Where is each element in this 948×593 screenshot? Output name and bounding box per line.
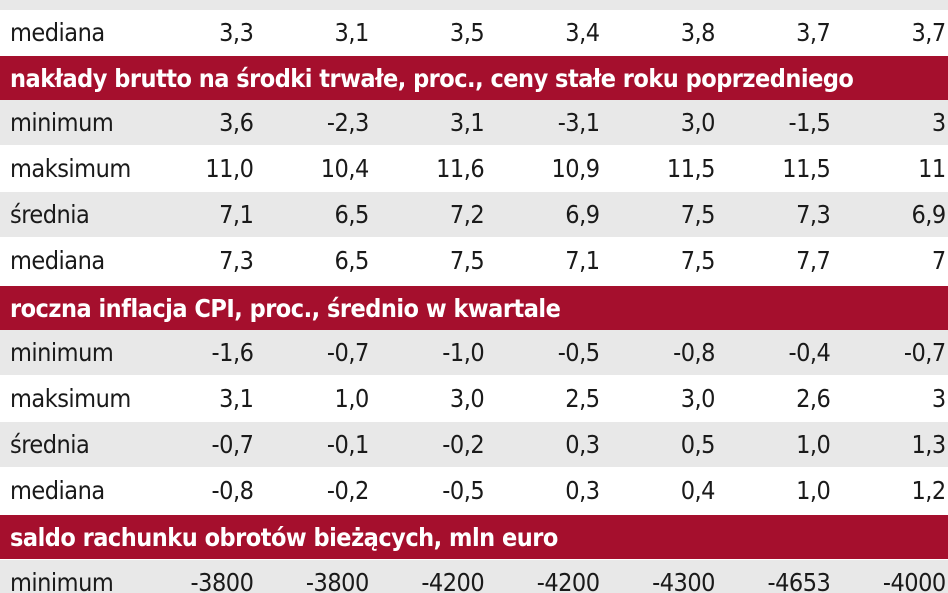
- row-label: minimum: [10, 568, 114, 593]
- cell: -0,7: [903, 338, 946, 367]
- cell: 3,1: [219, 384, 254, 413]
- table-row: minimum -1,6 -0,7 -1,0 -0,5 -0,8 -0,4 -0…: [0, 330, 948, 375]
- cell: 7,3: [219, 246, 254, 275]
- cell: 1,0: [796, 476, 831, 505]
- cell: 1,3: [911, 430, 946, 459]
- row-label: średnia: [10, 430, 90, 459]
- cell: 1,2: [911, 476, 946, 505]
- cell: 7,2: [449, 200, 485, 229]
- cell: -0,2: [442, 430, 485, 459]
- table-row: mediana 3,3 3,1 3,5 3,4 3,8 3,7 3,7: [0, 10, 948, 55]
- cell: 7,1: [565, 246, 600, 275]
- cell: -0,5: [442, 476, 485, 505]
- cell: 3,1: [449, 108, 485, 137]
- cell: 2,5: [565, 384, 600, 413]
- table-row: minimum -3800 -3800 -4200 -4200 -4300 -4…: [0, 560, 948, 593]
- cell: -1,5: [788, 108, 831, 137]
- cell: -0,1: [326, 430, 369, 459]
- cell: -4200: [536, 568, 600, 593]
- cell: 0,5: [680, 430, 716, 459]
- cell: 3,0: [680, 108, 716, 137]
- cell: 7: [931, 246, 946, 275]
- cell: 11,5: [666, 154, 716, 183]
- section-header-current-account: saldo rachunku obrotów bieżących, mln eu…: [0, 515, 948, 559]
- cell: 3,3: [219, 18, 254, 47]
- cell: 11,0: [205, 154, 254, 183]
- cell: -0,7: [211, 430, 254, 459]
- cell: 3: [931, 108, 946, 137]
- cell: 7,3: [796, 200, 831, 229]
- section-header-investment: nakłady brutto na środki trwałe, proc., …: [0, 56, 948, 100]
- cell: -3800: [305, 568, 369, 593]
- row-label: minimum: [10, 338, 114, 367]
- cell: 3,0: [449, 384, 485, 413]
- cell: 3,0: [680, 384, 716, 413]
- cell: 3,4: [565, 18, 600, 47]
- cell: 7,1: [219, 200, 254, 229]
- table-row: minimum 3,6 -2,3 3,1 -3,1 3,0 -1,5 3: [0, 100, 948, 145]
- row-label: mediana: [10, 476, 105, 505]
- cell: 6,9: [911, 200, 946, 229]
- cell: -4200: [421, 568, 485, 593]
- cell: -0,7: [326, 338, 369, 367]
- cell: -0,2: [326, 476, 369, 505]
- cell: -3800: [190, 568, 254, 593]
- cell: 3,5: [449, 18, 485, 47]
- cell: 1,0: [334, 384, 370, 413]
- cell: -2,3: [326, 108, 369, 137]
- cell: 2,6: [796, 384, 831, 413]
- cell: -0,8: [673, 338, 715, 367]
- cell: -4300: [652, 568, 715, 593]
- cell: 3: [931, 384, 946, 413]
- table-row: mediana -0,8 -0,2 -0,5 0,3 0,4 1,0 1,2: [0, 468, 948, 513]
- cell: -4653: [767, 568, 831, 593]
- cell: 3,6: [219, 108, 254, 137]
- row-label: mediana: [10, 246, 105, 275]
- cell: 11,5: [782, 154, 831, 183]
- cell: 7,7: [796, 246, 831, 275]
- cell: 0,4: [680, 476, 716, 505]
- cell: -0,8: [211, 476, 254, 505]
- section-header-cpi-inflation: roczna inflacja CPI, proc., średnio w kw…: [0, 286, 948, 330]
- cell: 7,5: [680, 246, 716, 275]
- table-row: średnia -0,7 -0,1 -0,2 0,3 0,5 1,0 1,3: [0, 422, 948, 467]
- cell: 3,1: [334, 18, 370, 47]
- row-label: minimum: [10, 108, 114, 137]
- row-label: maksimum: [10, 384, 131, 413]
- cell: -4000: [882, 568, 946, 593]
- row-label: mediana: [10, 18, 105, 47]
- cell: 6,5: [334, 246, 370, 275]
- cell: 7,5: [449, 246, 485, 275]
- cell: 1,0: [796, 430, 831, 459]
- cell: 11,6: [436, 154, 485, 183]
- cell: -0,4: [788, 338, 831, 367]
- cell: 6,9: [565, 200, 600, 229]
- cell: -1,6: [211, 338, 254, 367]
- table-row: średnia 7,1 6,5 7,2 6,9 7,5 7,3 6,9: [0, 192, 948, 237]
- cell: 3,7: [796, 18, 831, 47]
- cell: 0,3: [565, 476, 600, 505]
- row-label: średnia: [10, 200, 90, 229]
- table-row: maksimum 11,0 10,4 11,6 10,9 11,5 11,5 1…: [0, 146, 948, 191]
- cell: 6,5: [334, 200, 370, 229]
- table-row: mediana 7,3 6,5 7,5 7,1 7,5 7,7 7: [0, 238, 948, 283]
- cell: 3,8: [680, 18, 716, 47]
- cell: 0,3: [565, 430, 600, 459]
- top-shaded-strip: [0, 0, 948, 10]
- cell: -3,1: [557, 108, 600, 137]
- cell: 3,7: [911, 18, 946, 47]
- cell: 10,4: [320, 154, 370, 183]
- table-row: maksimum 3,1 1,0 3,0 2,5 3,0 2,6 3: [0, 376, 948, 421]
- row-label: maksimum: [10, 154, 131, 183]
- cell: -1,0: [442, 338, 485, 367]
- cell: 7,5: [680, 200, 716, 229]
- cell: 10,9: [551, 154, 601, 183]
- cell: 11: [918, 154, 946, 183]
- cell: -0,5: [557, 338, 600, 367]
